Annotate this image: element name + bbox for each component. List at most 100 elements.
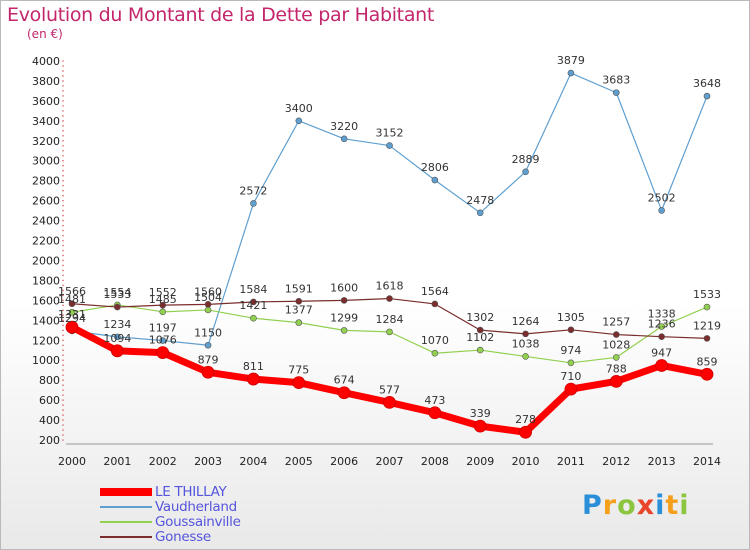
data-point — [295, 117, 303, 125]
data-point — [703, 303, 711, 311]
chart-unit: (en €) — [27, 27, 63, 41]
data-label: 1236 — [648, 318, 676, 331]
y-minor-dot — [62, 389, 64, 391]
data-label: 674 — [334, 374, 355, 387]
y-tick-label: 2200 — [32, 235, 60, 248]
data-point — [431, 300, 439, 308]
data-point — [110, 344, 124, 358]
y-minor-dot — [62, 125, 64, 127]
data-point — [700, 367, 714, 381]
data-point — [204, 301, 212, 308]
data-label: 1028 — [602, 338, 630, 351]
data-point — [295, 297, 303, 305]
y-minor-dot — [62, 194, 64, 197]
y-minor-dot — [62, 135, 64, 137]
y-minor-dot — [62, 179, 64, 182]
data-point — [250, 298, 257, 306]
x-tick-label: 2011 — [557, 455, 585, 468]
logo-letter: r — [602, 490, 618, 521]
data-label: 1094 — [103, 332, 131, 345]
y-minor-dot — [62, 80, 64, 82]
data-point — [114, 303, 121, 311]
y-minor-dot — [62, 439, 64, 441]
y-tick-label: 800 — [39, 374, 60, 387]
data-label: 1257 — [602, 316, 630, 329]
data-point — [564, 382, 578, 396]
y-minor-dot — [62, 110, 64, 112]
data-label: 1554 — [103, 286, 131, 299]
y-minor-dot — [62, 349, 64, 352]
data-label: 1305 — [557, 311, 585, 324]
x-tick-label: 2007 — [376, 455, 404, 468]
x-tick-label: 2000 — [58, 455, 86, 468]
data-point — [292, 376, 306, 390]
y-minor-dot — [62, 359, 64, 362]
y-tick-label: 1600 — [32, 294, 60, 307]
data-label: 1481 — [58, 293, 86, 306]
y-minor-dot — [62, 90, 64, 92]
data-label: 1070 — [421, 334, 449, 347]
data-label: 1618 — [376, 280, 404, 293]
y-minor-dot — [62, 244, 64, 247]
data-label: 1504 — [194, 291, 222, 304]
y-minor-dot — [62, 144, 64, 147]
data-label: 1591 — [285, 282, 313, 295]
data-label: 473 — [424, 394, 445, 407]
data-point — [386, 142, 393, 149]
data-point — [386, 328, 393, 336]
data-point — [295, 319, 303, 326]
data-label: 1560 — [194, 285, 222, 298]
data-point — [340, 327, 348, 334]
y-minor-dot — [62, 174, 64, 177]
legend-label: Gonesse — [155, 529, 211, 545]
data-point — [250, 314, 257, 322]
x-tick-label: 2012 — [602, 455, 630, 468]
y-tick-label: 3800 — [32, 75, 60, 88]
data-label: 2889 — [512, 153, 540, 166]
data-point — [522, 353, 529, 360]
y-tick-label: 200 — [39, 434, 60, 447]
data-label: 1038 — [512, 337, 540, 350]
y-minor-dot — [62, 224, 64, 227]
data-label: 1076 — [149, 334, 177, 347]
y-minor-dot — [62, 164, 64, 167]
proxiti-logo: Proxiti — [582, 490, 690, 521]
data-point — [658, 323, 665, 330]
data-label: 1564 — [421, 285, 449, 298]
data-label: 3152 — [376, 127, 404, 140]
y-tick-label: 400 — [39, 414, 60, 427]
data-label: 1197 — [149, 322, 177, 335]
data-point — [386, 295, 393, 302]
y-minor-dot — [62, 75, 64, 77]
y-minor-dot — [62, 339, 64, 342]
y-minor-dot — [62, 364, 64, 366]
data-label: 1102 — [466, 331, 494, 344]
y-minor-dot — [62, 344, 64, 347]
y-minor-dot — [62, 369, 64, 371]
data-point — [567, 326, 575, 334]
y-minor-dot — [62, 189, 64, 192]
y-minor-dot — [62, 404, 64, 406]
y-minor-dot — [62, 414, 64, 416]
data-label: 2572 — [239, 184, 267, 197]
y-minor-dot — [62, 374, 64, 376]
data-point — [612, 89, 620, 96]
y-minor-dot — [62, 284, 64, 287]
data-point — [655, 359, 669, 372]
y-tick-label: 3400 — [32, 115, 60, 128]
y-minor-dot — [62, 424, 64, 426]
y-minor-dot — [62, 60, 64, 62]
data-point — [431, 349, 439, 357]
data-label: 1552 — [149, 286, 177, 299]
data-point — [522, 168, 529, 176]
y-minor-dot — [62, 279, 64, 282]
data-point — [247, 372, 260, 386]
x-tick-label: 2002 — [149, 455, 177, 468]
y-tick-label: 1800 — [32, 274, 60, 287]
data-point — [476, 346, 484, 354]
x-tick-label: 2004 — [239, 455, 267, 468]
x-tick-label: 2003 — [194, 455, 222, 468]
legend-label: LE THILLAY — [155, 484, 227, 500]
legend-swatch — [100, 506, 152, 508]
data-label: 2502 — [648, 191, 676, 204]
